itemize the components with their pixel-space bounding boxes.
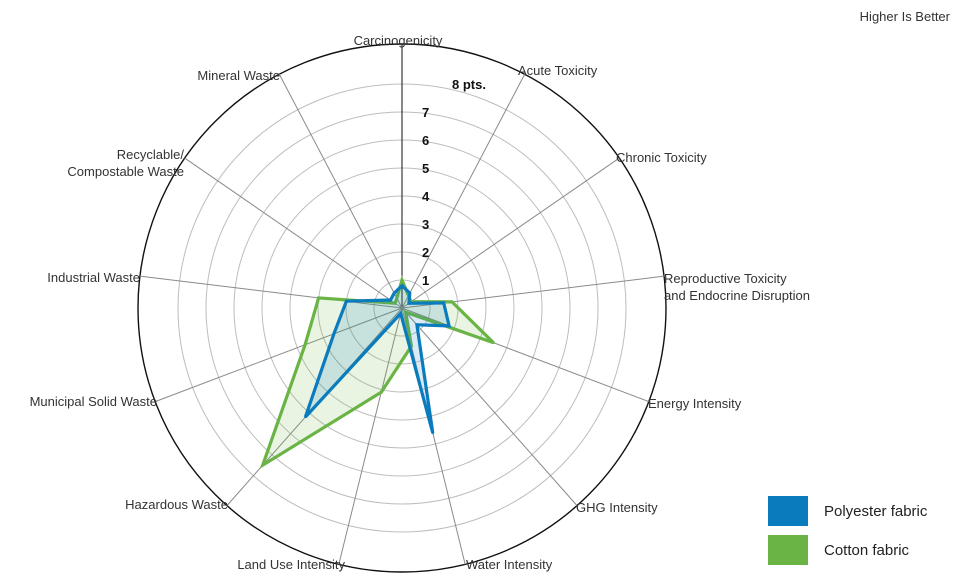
point-cotton-0 — [400, 278, 404, 282]
axis-label-11: Recyclable/Compostable Waste — [67, 147, 184, 179]
spoke-6 — [401, 307, 466, 565]
legend-item-polyester: Polyester fabric — [768, 496, 927, 526]
tick-label-8: 8 pts. — [452, 77, 486, 92]
point-polyester-9 — [332, 332, 336, 336]
tick-label-7: 7 — [422, 105, 429, 120]
axis-label-9: Municipal Solid Waste — [30, 394, 157, 409]
axis-label-0: Carcinogenicity — [354, 33, 443, 48]
point-cotton-8 — [261, 463, 264, 467]
point-polyester-11 — [389, 298, 392, 302]
point-polyester-6 — [431, 431, 435, 435]
spoke-9 — [154, 307, 403, 403]
point-polyester-3 — [442, 301, 445, 305]
legend: Polyester fabric Cotton fabric — [768, 496, 927, 574]
axis-label-10: Industrial Waste — [47, 270, 140, 285]
axis-label-4: Energy Intensity — [648, 396, 742, 411]
point-polyester-5 — [415, 323, 419, 326]
axis-label-6: Water Intensity — [466, 557, 553, 572]
spoke-5 — [401, 307, 578, 506]
point-cotton-3 — [450, 300, 454, 304]
axis-label-12: Mineral Waste — [197, 68, 280, 83]
point-cotton-11 — [393, 302, 397, 305]
point-cotton-5 — [404, 310, 407, 314]
point-cotton-4 — [492, 341, 495, 344]
tick-label-4: 4 — [422, 189, 430, 204]
point-polyester-7 — [399, 312, 402, 315]
point-cotton-10 — [317, 296, 320, 300]
point-cotton-12 — [395, 296, 398, 300]
legend-item-cotton: Cotton fabric — [768, 535, 927, 565]
point-polyester-1 — [408, 291, 412, 295]
tick-label-3: 3 — [422, 217, 429, 232]
axis-label-7: Land Use Intensity — [237, 557, 345, 572]
point-cotton-9 — [303, 343, 307, 346]
tick-label-1: 1 — [422, 273, 429, 288]
point-cotton-7 — [380, 391, 383, 394]
spoke-2 — [401, 157, 620, 309]
point-polyester-4 — [447, 324, 451, 328]
point-polyester-10 — [345, 300, 348, 303]
axis-label-2: Chronic Toxicity — [616, 150, 707, 165]
point-polyester-2 — [407, 302, 411, 305]
spoke-10 — [139, 275, 403, 309]
point-polyester-12 — [392, 291, 396, 295]
legend-label-cotton: Cotton fabric — [824, 541, 910, 559]
point-polyester-8 — [304, 415, 307, 419]
axis-label-8: Hazardous Waste — [125, 497, 228, 512]
point-polyester-0 — [400, 284, 404, 287]
spoke-7 — [338, 307, 403, 565]
tick-label-6: 6 — [422, 133, 429, 148]
axis-label-1: Acute Toxicity — [518, 63, 598, 78]
spoke-11 — [184, 157, 403, 309]
higher-is-better-note: Higher Is Better — [859, 9, 950, 24]
axis-label-5: GHG Intensity — [576, 500, 658, 515]
spoke-1 — [401, 74, 526, 309]
legend-label-polyester: Polyester fabric — [824, 502, 928, 520]
legend-swatch-cotton — [768, 535, 808, 565]
tick-label-2: 2 — [422, 245, 429, 260]
legend-swatch-polyester — [768, 496, 808, 526]
tick-label-5: 5 — [422, 161, 429, 176]
series-polyester — [303, 283, 452, 434]
axis-label-3: Reproductive Toxicity and Endocrine Disru… — [664, 271, 810, 303]
spoke-12 — [278, 74, 403, 309]
